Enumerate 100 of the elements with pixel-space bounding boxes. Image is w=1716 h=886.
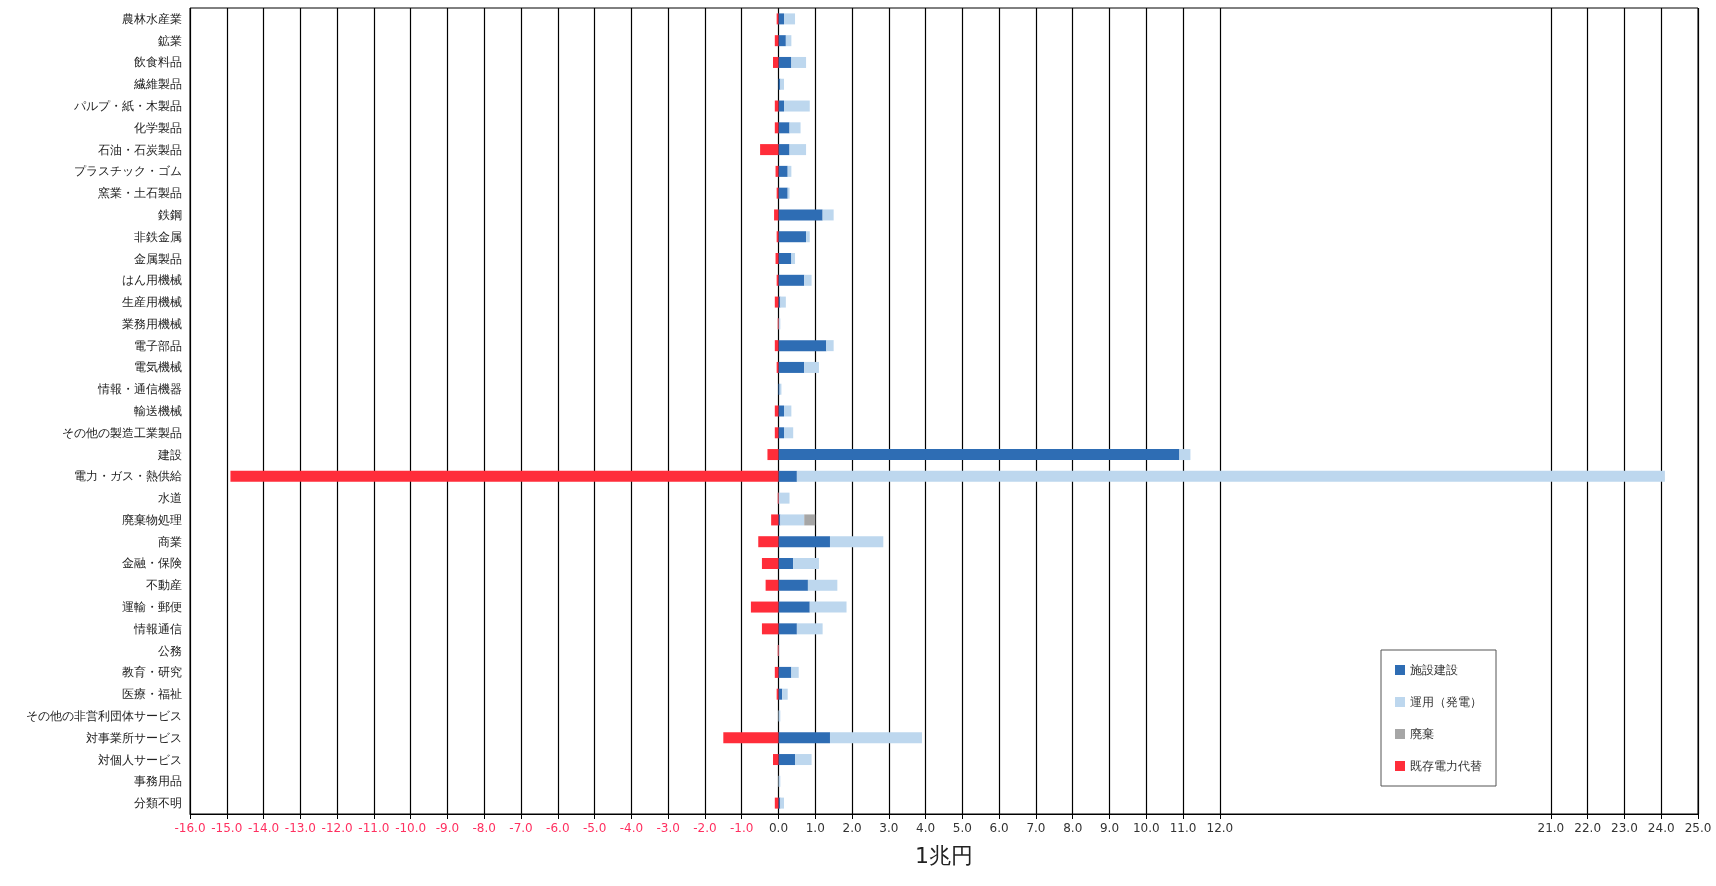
bar [778,470,797,482]
bar [782,688,788,700]
y-tick-label: 分類不明 [134,796,182,811]
bar [789,144,807,156]
bar [750,601,779,613]
bar [778,688,783,700]
x-tick-label: 22.0 [1574,821,1602,835]
x-tick-label: 3.0 [879,821,899,835]
y-tick-label: その他の製造工業製品 [62,425,182,440]
bar [778,732,830,744]
x-tick-label: 12.0 [1206,821,1234,835]
y-tick-label: 窯業・土石製品 [98,186,182,201]
x-tick-label: 2.0 [842,821,862,835]
x-tick-label: 21.0 [1537,821,1565,835]
y-tick-label: 電子部品 [134,338,182,353]
y-tick-label: 廃棄物処理 [122,512,182,527]
bar [778,253,792,265]
bar [767,449,779,461]
bar [795,754,812,766]
y-tick-label: 建設 [157,447,182,462]
bar [804,274,812,286]
y-tick-label: 公務 [158,643,182,658]
bar [230,470,779,482]
bar [778,187,788,199]
y-tick-label: 飲食料品 [134,55,182,70]
bar [778,122,790,134]
y-tick-label: その他の非営利団体サービス [26,708,182,723]
y-tick-label: 輸送機械 [134,404,182,418]
bar [778,449,1180,461]
x-tick-label: 25.0 [1684,821,1712,835]
bar [789,122,801,134]
bar [761,623,779,635]
x-tick-label: 10.0 [1132,821,1160,835]
y-tick-label: 業務用機械 [122,316,182,331]
y-tick-label: 情報・通信機器 [97,382,182,397]
y-tick-label: 非鉄金属 [134,229,182,244]
legend-label: 既存電力代替 [1410,759,1482,773]
x-tick-label: -10.0 [395,821,427,835]
bar [774,209,779,221]
x-tick-label: -6.0 [546,821,570,835]
y-tick-label: 電力・ガス・熱供給 [74,469,182,484]
bar [778,340,827,352]
bar [778,601,810,613]
x-tick-label: -11.0 [358,821,390,835]
bar [807,579,838,591]
x-tick-label: -8.0 [472,821,496,835]
y-tick-label: 水道 [158,491,182,506]
x-tick-label: -9.0 [435,821,460,835]
x-tick-label: -14.0 [248,821,280,835]
bar [778,56,792,68]
bar [778,754,796,766]
bar [765,579,779,591]
x-tick-label: 5.0 [952,821,972,835]
bar [784,427,794,439]
bar [796,623,823,635]
y-tick-label: 対事業所サービス [86,730,182,745]
bar [829,732,922,744]
x-tick-label: -15.0 [211,821,243,835]
y-tick-label: 運輸・郵便 [122,600,182,615]
bar [758,536,779,548]
bar [778,144,790,156]
bar [791,253,796,265]
bar [791,56,807,68]
x-tick-label: -12.0 [321,821,353,835]
bar [778,666,792,678]
bar [761,557,779,569]
bar [778,579,808,591]
y-tick-label: 繊維製品 [133,77,182,92]
y-tick-label: 対個人サービス [98,752,182,767]
bar [778,557,794,569]
bar [1179,449,1191,461]
x-tick-label: 23.0 [1611,821,1638,835]
bar [780,296,786,308]
bar [778,13,784,25]
bar [771,514,779,526]
x-tick-label: 7.0 [1026,821,1046,835]
x-tick-label: 4.0 [916,821,936,835]
x-tick-label: 6.0 [989,821,1009,835]
x-tick-label: 1.0 [805,821,825,835]
x-tick-label: -7.0 [509,821,533,835]
bar [780,514,805,526]
bar [826,340,834,352]
y-tick-label: 事務用品 [134,774,182,789]
x-tick-label: 0.0 [768,821,789,835]
bar [772,754,779,766]
bar [784,100,810,112]
x-tick-label: 24.0 [1647,821,1675,835]
y-tick-label: はん用機械 [122,273,182,288]
y-tick-label: 石油・石炭製品 [98,142,182,157]
bar [778,492,790,504]
bar [778,536,830,548]
x-tick-label: -16.0 [174,821,206,835]
bar [806,231,810,243]
x-tick-label: 9.0 [1099,821,1120,835]
legend-label: 施設建設 [1410,663,1458,677]
x-tick-label: -1.0 [730,821,754,835]
bar [760,144,779,156]
x-tick-label: -4.0 [619,821,644,835]
y-tick-label: プラスチック・ゴム [74,164,182,179]
y-tick-label: 農林水産業 [122,11,182,26]
